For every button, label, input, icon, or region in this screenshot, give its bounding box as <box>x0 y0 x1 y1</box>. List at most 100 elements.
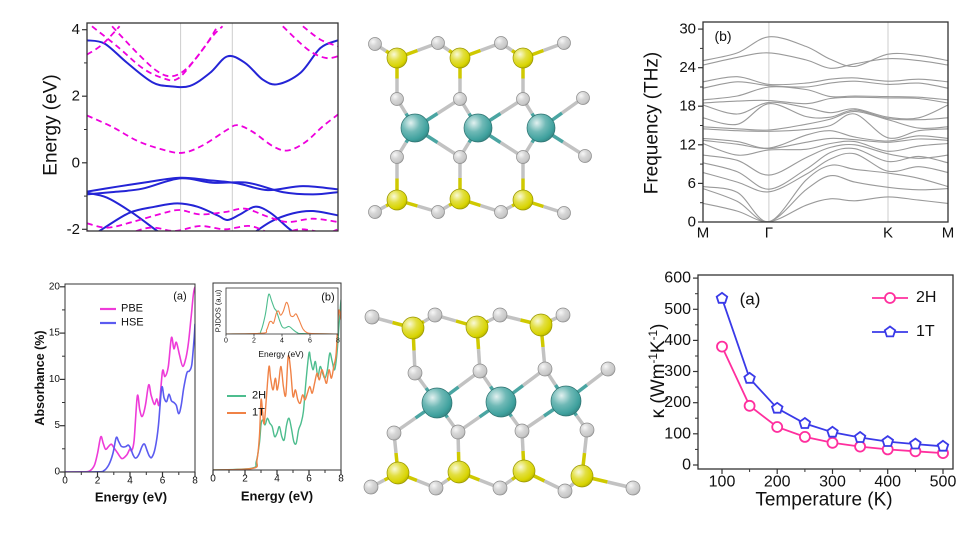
phonon-band-curve <box>703 52 948 69</box>
ligand-atom <box>516 92 530 106</box>
sulfur-atom <box>449 188 471 210</box>
inset-x-tick-label: 2 <box>252 338 256 345</box>
hse-band-curve <box>87 176 338 193</box>
absorbance-x-tick-label: 8 <box>192 476 198 487</box>
hse-legend-label: HSE <box>121 316 144 329</box>
pjdos-curves <box>213 299 341 470</box>
phonon-x-tick-label: M <box>697 225 710 242</box>
ligand-atom <box>516 150 530 164</box>
inset-x-tick-label: 4 <box>280 338 284 345</box>
kappa-series <box>715 291 950 460</box>
crystal-structure-2h <box>368 36 592 220</box>
sulfur-atom <box>401 316 425 340</box>
pjdos-x-tick-label: 2 <box>242 474 248 485</box>
absorbance-y-tick-label: 10 <box>49 374 61 385</box>
kappa-y-tick-label: 600 <box>664 270 691 287</box>
pbe-band-curve <box>302 25 338 48</box>
band-curves <box>87 25 338 231</box>
kappa-ylabel: κ (Wm-1K-1) <box>646 323 670 419</box>
pjdos-legend-1t-label: 1T <box>252 406 265 419</box>
pbe-band-curve <box>87 207 338 229</box>
phonon-x-tick-label: Γ <box>765 225 773 242</box>
ligand-atom <box>557 36 571 50</box>
kappa-x-tick-label: 400 <box>874 474 901 491</box>
absorbance-x-tick-label: 6 <box>160 476 166 487</box>
absorbance-xlabel: Energy (eV) <box>94 489 168 505</box>
metal-atom <box>485 386 517 418</box>
pjdos-x-tick-label: 0 <box>210 474 216 485</box>
kappa-1t-legend-marker <box>883 325 897 338</box>
inset-1t-curve <box>226 301 338 334</box>
kappa-legend-2h-label: 2H <box>916 289 937 306</box>
phonon-frame <box>702 21 949 223</box>
hse-band-curve <box>87 177 338 196</box>
absorbance-y-tick-label: 5 <box>54 420 60 431</box>
ligand-atom <box>557 483 573 499</box>
ligand-atom <box>407 365 423 381</box>
phonon-y-tick-label: 0 <box>688 214 696 231</box>
ligand-atom <box>557 206 571 220</box>
phonon-band-curve <box>703 110 948 131</box>
sulfur-atom <box>570 464 594 488</box>
hse-band-curve <box>254 209 338 231</box>
ligand-atom <box>390 92 404 106</box>
pbe-legend-label: PBE <box>121 302 144 315</box>
sulfur-atom <box>512 189 534 211</box>
phonon-band-curve <box>703 140 948 156</box>
absorbance-ylabel: Absorbance (%) <box>32 330 47 426</box>
pbe-band-curve <box>111 25 219 78</box>
pbe-band-curve <box>87 25 121 56</box>
kappa-2h-marker <box>826 436 839 449</box>
phonon-panel-tag: (b) <box>714 28 732 44</box>
phonon-band-curve <box>703 80 948 89</box>
band-frame <box>86 22 339 232</box>
phonon-band-curve <box>703 76 948 86</box>
ligand-atom <box>431 205 445 219</box>
ligand-atom <box>494 205 508 219</box>
hse-band-curve <box>97 202 294 231</box>
pjdos-panel-tag: (b) <box>321 291 335 304</box>
hse-band-curve <box>87 191 160 231</box>
kappa-y-tick-label: 200 <box>664 394 691 411</box>
ligand-atom <box>625 480 641 496</box>
pjdos-legend-2h-label: 2H <box>252 389 267 402</box>
absorbance-y-tick-label: 20 <box>49 281 61 292</box>
pjdos-inset-ylabel: PJDOS (a.u) <box>213 289 223 333</box>
phonon-band-curve <box>703 113 948 139</box>
ligand-atom <box>453 92 467 106</box>
band-y-tick-label: 0 <box>72 154 80 171</box>
phonon-y-tick-label: 18 <box>679 98 696 115</box>
kappa-1t-marker <box>881 434 895 447</box>
sulfur-atom <box>512 459 536 483</box>
phonon-band-curve <box>703 196 948 222</box>
absorbance-y-tick-label: 15 <box>49 328 61 339</box>
phonon-band-curve <box>703 101 948 120</box>
sulfur-atom <box>447 460 471 484</box>
pbe-band-curve <box>87 113 338 154</box>
ligand-atom <box>363 479 379 495</box>
metal-atom <box>550 385 582 417</box>
pjdos-x-tick-label: 6 <box>306 474 312 485</box>
kappa-2h-marker <box>743 399 756 412</box>
ligand-atom <box>472 363 488 379</box>
ligand-atom <box>492 480 508 496</box>
phonon-curves <box>703 36 948 222</box>
pjdos-inset-xlabel: Energy (eV) <box>258 348 304 359</box>
ligand-atom <box>386 425 402 441</box>
absorbance-curves <box>65 286 195 472</box>
ligand-atom <box>555 307 571 323</box>
sulfur-atom <box>512 47 534 69</box>
ligand-atom <box>390 150 404 164</box>
kappa-2h-marker <box>854 440 866 453</box>
ligand-atom <box>578 149 592 163</box>
ligand-atom <box>364 309 380 325</box>
phonon-band-curve <box>703 174 948 222</box>
ligand-atom <box>492 307 508 323</box>
ligand-atom <box>427 307 443 323</box>
pjdos-1t-curve <box>213 309 341 470</box>
phonon-band-curve <box>703 143 948 176</box>
absorbance-x-tick-label: 2 <box>95 476 101 487</box>
phonon-band-curve <box>703 137 948 150</box>
band-y-tick-label: 4 <box>72 21 80 38</box>
kappa-1t-marker <box>936 439 950 452</box>
